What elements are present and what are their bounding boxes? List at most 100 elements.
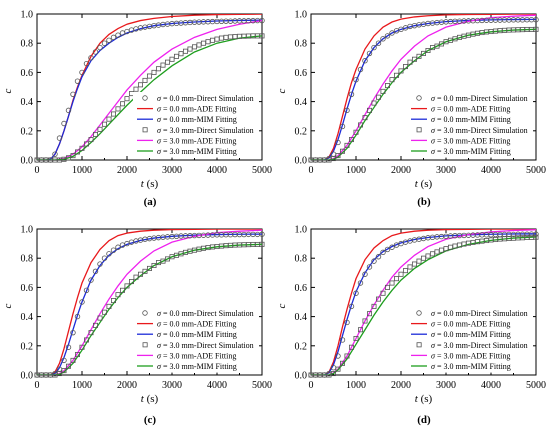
legend-swatch-circle (416, 310, 422, 316)
data-point-square (375, 94, 381, 100)
legend-label: σ = 3.0 mm-MIM Fitting (431, 147, 511, 156)
data-point-circle (533, 16, 539, 23)
y-tick-label: 0.2 (21, 341, 34, 352)
legend-swatch-square (416, 342, 422, 348)
data-point-square (339, 148, 345, 154)
legend-label: σ = 3.0 mm-Direct Simulation (157, 341, 254, 350)
data-point-circle (348, 91, 355, 97)
series-line (37, 35, 262, 160)
x-tick-label: 0 (35, 380, 40, 391)
data-point-square (366, 107, 372, 113)
data-point-square (335, 366, 341, 372)
data-point-circle (259, 231, 265, 237)
chart-panel-b: 0 1000 2000 3000 4000 5000 0.0 0.2 0.4 0.6 0.8 1.0 t… (276, 10, 546, 209)
panel-label: (c) (144, 414, 157, 426)
legend-label: σ = 0.0 mm-Direct Simulation (431, 309, 528, 318)
series-line (311, 233, 536, 375)
data-point-square (366, 311, 372, 317)
data-point-square (259, 33, 265, 39)
y-axis-label: c (276, 303, 288, 308)
data-point-circle (362, 271, 368, 277)
data-point-square (111, 111, 117, 117)
data-point-circle (106, 37, 112, 43)
x-axis-label: t (s) (415, 393, 433, 405)
data-point-square (75, 352, 81, 358)
data-point-square (357, 122, 363, 128)
data-point-circle (344, 107, 350, 114)
data-point-circle (371, 258, 377, 264)
data-point-square (330, 156, 336, 162)
y-tick-label: 0.2 (21, 126, 34, 137)
data-point-square (380, 290, 386, 296)
data-point-circle (70, 91, 76, 97)
x-tick-label: 5000 (252, 380, 272, 391)
legend-label: σ = 0.0 mm-Direct Simulation (431, 94, 528, 103)
data-point-square (111, 298, 117, 304)
y-tick-label: 0.4 (295, 97, 308, 108)
x-tick-label: 2000 (391, 165, 411, 176)
data-point-square (357, 327, 363, 333)
y-tick-label: 0.0 (21, 156, 34, 167)
data-point-square (384, 83, 390, 89)
y-tick-label: 0.8 (295, 254, 308, 265)
series-line (311, 14, 536, 160)
data-point-square (416, 258, 422, 264)
legend-label: σ = 3.0 mm-ADE Fitting (157, 136, 236, 145)
data-point-square (124, 283, 130, 289)
data-point-circle (92, 268, 99, 275)
y-tick-label: 0.8 (295, 39, 308, 50)
data-point-circle (97, 44, 103, 51)
panel-label: (d) (417, 414, 431, 426)
data-point-circle (339, 123, 346, 130)
data-point-square (344, 142, 350, 148)
data-point-square (97, 315, 103, 321)
y-tick-label: 1.0 (295, 10, 308, 21)
data-point-square (330, 371, 336, 377)
data-point-square (402, 268, 408, 274)
y-axis-label: c (2, 303, 14, 308)
legend-label: σ = 0.0 mm-Direct Simulation (157, 309, 254, 318)
x-tick-label: 4000 (481, 165, 501, 176)
y-tick-label: 1.0 (21, 225, 34, 236)
data-point-circle (339, 337, 346, 343)
data-point-square (97, 126, 103, 132)
data-point-square (335, 153, 341, 159)
data-point-circle (348, 303, 355, 310)
data-point-circle (115, 32, 121, 38)
y-tick-label: 0.0 (295, 156, 308, 167)
x-tick-label: 2000 (117, 380, 137, 391)
data-point-square (120, 287, 126, 293)
data-point-square (344, 353, 350, 359)
x-tick-label: 1000 (72, 165, 92, 176)
chart-panel-a: 0 1000 2000 3000 4000 5000 0.0 0.2 0.4 0.6 0.8 1.0 t… (2, 10, 272, 209)
data-point-square (425, 48, 431, 54)
x-tick-label: 4000 (481, 380, 501, 391)
data-point-circle (52, 151, 58, 157)
data-point-square (70, 357, 76, 363)
x-tick-label: 3000 (162, 380, 182, 391)
data-point-square (380, 88, 386, 94)
data-point-circle (362, 58, 368, 64)
data-point-square (137, 82, 143, 88)
data-point-square (146, 265, 152, 271)
data-point-square (124, 96, 130, 102)
y-tick-label: 0.6 (295, 68, 308, 79)
x-tick-label: 5000 (526, 380, 546, 391)
data-point-square (57, 371, 63, 377)
legend-swatch-circle (142, 95, 148, 101)
data-point-circle (371, 44, 377, 51)
legend-label: σ = 0.0 mm-Direct Simulation (157, 94, 254, 103)
data-point-square (393, 72, 399, 78)
data-point-square (407, 264, 413, 270)
data-point-square (348, 344, 354, 350)
data-point-square (348, 137, 354, 143)
data-point-circle (375, 254, 382, 260)
data-point-circle (357, 280, 364, 286)
legend-bg (407, 92, 533, 158)
data-point-square (371, 303, 377, 309)
data-point-circle (375, 40, 382, 46)
y-tick-label: 0.4 (21, 97, 34, 108)
x-tick-label: 3000 (436, 380, 456, 391)
data-point-circle (357, 66, 364, 73)
x-tick-label: 3000 (436, 165, 456, 176)
